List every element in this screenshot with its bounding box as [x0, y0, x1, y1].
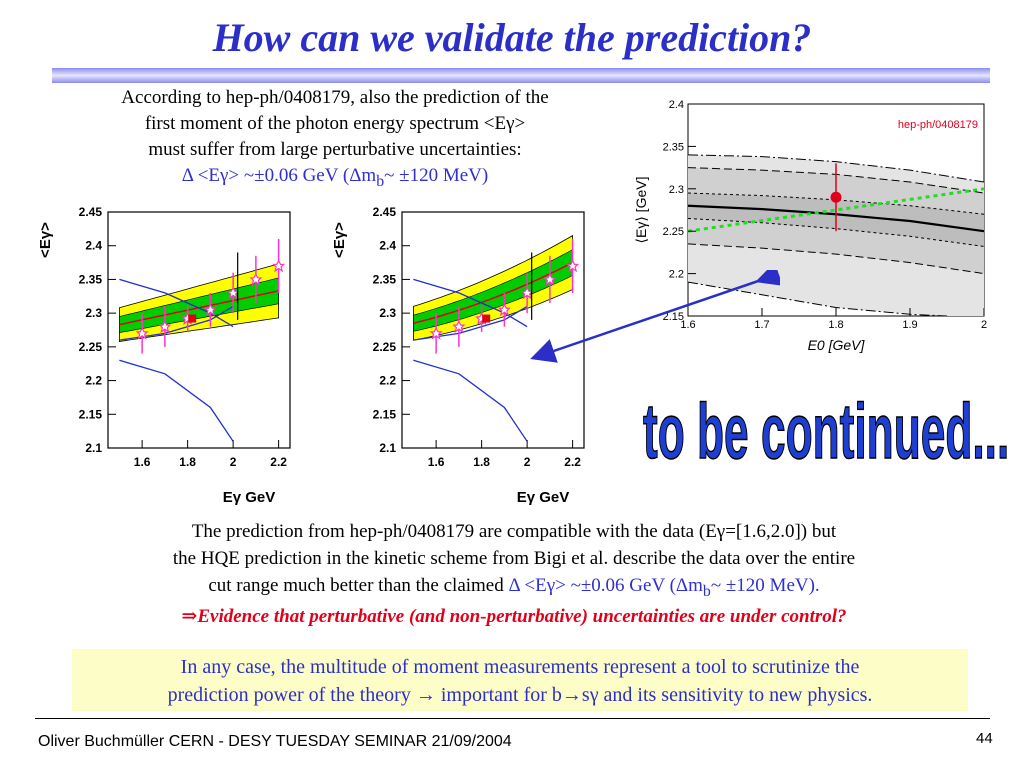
- intro-uncertainty-a: Δ <Eγ> ~±0.06 GeV (Δm: [181, 165, 377, 186]
- intro-line-3: must suffer from large perturbative unce…: [148, 139, 522, 160]
- x-axis-label: Eγ GeV: [223, 489, 276, 506]
- summary-line-1: In any case, the multitude of moment mea…: [180, 656, 860, 678]
- x-tick-label: 2.2: [270, 455, 287, 469]
- intro-paragraph: According to hep-ph/0408179, also the pr…: [40, 85, 630, 195]
- data-point-star: [452, 320, 466, 334]
- y-axis-label: <Eγ>: [37, 222, 54, 258]
- data-point-star: [135, 327, 149, 340]
- x-tick-label: 1.8: [828, 319, 843, 331]
- y-tick-label: 2.15: [373, 407, 397, 421]
- dash-dot-upper: [687, 154, 985, 183]
- summary-line-2: prediction power of the theory → importa…: [167, 684, 873, 706]
- x-tick-label: 2.2: [564, 455, 581, 469]
- y-tick-label: 2.4: [379, 239, 396, 253]
- y-tick-label: 2.1: [379, 441, 396, 455]
- summary-text: In any case, the multitude of moment mea…: [72, 653, 968, 709]
- x-tick-label: 2: [230, 455, 237, 469]
- intro-uncertainty-b: ~ ±120 MeV): [384, 165, 489, 186]
- inner-band-upper: [687, 192, 985, 215]
- body-line-1: The prediction from hep-ph/0408179 are c…: [191, 521, 837, 542]
- y-tick-label: 2.25: [373, 340, 397, 354]
- y-tick-label: 2.1: [85, 441, 102, 455]
- data-point-star: [272, 259, 286, 273]
- x-tick-label: 1.8: [473, 455, 490, 469]
- body-uncertainty-a: Δ <Eγ> ~±0.06 GeV (Δm: [508, 575, 703, 596]
- reference-annotation: hep-ph/0408179: [898, 119, 978, 131]
- measurement-point: [830, 191, 842, 203]
- y-tick-label: 2.4: [669, 99, 684, 111]
- data-point-star: [158, 320, 172, 334]
- y-tick-label: 2.15: [79, 407, 103, 421]
- summary-box: [72, 649, 968, 711]
- y-tick-label: 2.35: [663, 141, 684, 153]
- y-tick-label: 2.45: [373, 205, 397, 219]
- x-tick-label: 1.6: [428, 455, 445, 469]
- data-point-star: [429, 327, 443, 340]
- blue-curve-2: [119, 359, 234, 442]
- footer-divider: [35, 718, 990, 719]
- y-tick-label: 2.2: [85, 374, 102, 388]
- intro-line-1: According to hep-ph/0408179, also the pr…: [121, 87, 549, 108]
- data-point-star: [203, 303, 217, 317]
- data-point-star: [566, 259, 580, 273]
- x-axis-label: Eγ GeV: [517, 489, 570, 506]
- to-be-continued-wordart: to be continued...: [642, 387, 1010, 470]
- comparison-arrow: [530, 270, 780, 363]
- evidence-statement: ⇒Evidence that perturbative (and non-per…: [181, 606, 847, 627]
- y-tick-label: 2.25: [79, 340, 103, 354]
- footer-text: Oliver Buchmüller CERN - DESY TUESDAY SE…: [38, 733, 512, 750]
- blue-curve-0: [413, 278, 528, 328]
- x-axis-label: E0 [GeV]: [808, 337, 866, 353]
- moment-plot-left: 1.6 1.8 2 2.2 2.1 2.15 2.2 2.25 2.3 2.35 2.4 2.45 Eγ…: [37, 205, 291, 506]
- y-tick-label: 2.3: [669, 184, 684, 196]
- page-number: 44: [976, 730, 993, 747]
- outer-band-lower: [687, 243, 985, 275]
- body-line-2: the HQE prediction in the kinetic scheme…: [172, 548, 856, 569]
- y-tick-label: 2.3: [379, 306, 396, 320]
- x-tick-label: 1.8: [179, 455, 196, 469]
- slide-title: How can we validate the prediction?: [212, 15, 812, 60]
- body-line-3-text: cut range much better than the claimed: [208, 575, 509, 596]
- x-tick-label: 2: [524, 455, 531, 469]
- x-tick-label: 1.9: [902, 319, 917, 331]
- y-tick-label: 2.35: [373, 272, 397, 286]
- y-tick-label: 2.35: [79, 272, 103, 286]
- title-divider: [52, 68, 990, 83]
- body-line-3-uncertainty: Δ <Eγ> ~±0.06 GeV (Δmb~ ±120 MeV).: [508, 575, 820, 600]
- to-be-continued-text: to be continued...: [643, 388, 1009, 470]
- intro-uncertainty-sub: b: [376, 172, 385, 190]
- inner-band-lower: [687, 217, 985, 247]
- intro-uncertainty: Δ <Eγ> ~±0.06 GeV (Δmb~ ±120 MeV): [40, 163, 630, 195]
- green-uncertainty-band: [119, 277, 279, 334]
- x-tick-label: 2: [981, 319, 987, 331]
- data-point-star: [497, 303, 511, 317]
- y-axis-label: ⟨Eγ⟩ [GeV]: [633, 177, 649, 244]
- x-tick-label: 1.6: [134, 455, 151, 469]
- red-data-point: [188, 314, 197, 323]
- data-point-star: [249, 273, 263, 286]
- y-tick-label: 2.2: [379, 374, 396, 388]
- body-line-3: cut range much better than the claimed Δ…: [40, 572, 988, 605]
- blue-curve-0: [119, 278, 234, 328]
- y-tick-label: 2.3: [85, 306, 102, 320]
- red-data-point: [482, 314, 491, 323]
- y-tick-label: 2.45: [79, 205, 103, 219]
- intro-line-2: first moment of the photon energy spectr…: [144, 113, 526, 134]
- conclusion-paragraph: The prediction from hep-ph/0408179 are c…: [40, 518, 988, 605]
- green-dotted-line: [687, 187, 985, 233]
- y-tick-label: 2.4: [85, 239, 102, 253]
- body-uncertainty-sub: b: [702, 582, 711, 600]
- y-axis-label: <Eγ>: [331, 222, 348, 258]
- y-tick-label: 2.25: [663, 226, 684, 238]
- blue-curve-2: [413, 359, 528, 442]
- body-uncertainty-b: ~ ±120 MeV).: [710, 575, 820, 596]
